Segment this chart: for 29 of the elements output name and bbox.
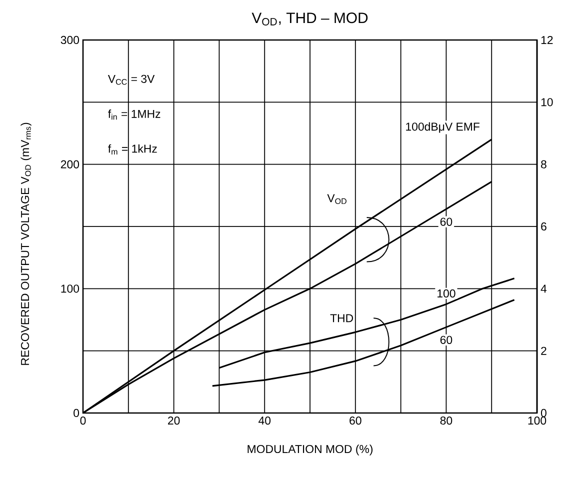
y2-tick-label: 0 — [540, 408, 546, 418]
x-tick-label: 60 — [350, 416, 362, 425]
series-label: 60 — [440, 336, 452, 344]
y-tick-label: 100 — [61, 284, 80, 293]
x-tick-label: 0 — [80, 416, 86, 425]
annotation: V$_{CC}$ = 3V — [108, 74, 155, 85]
y-axis-title: RECOVERED OUTPUT VOLTAGE V$_{OD}$ (mV$_{rms}$) — [20, 122, 32, 365]
annotation: f$_{in}$ = 1MHz — [108, 110, 160, 120]
y-tick-label: 200 — [60, 160, 80, 168]
y2-tick-label: 12 — [541, 36, 553, 44]
x-axis-title: MODULATION MOD (%) — [248, 444, 373, 456]
series-label: 60 — [440, 218, 452, 226]
series-label: 100 — [438, 289, 456, 298]
x-tick-label: 20 — [168, 416, 180, 425]
y2-tick-label: 8 — [541, 160, 546, 168]
y2-tick-label: 10 — [541, 98, 553, 106]
annotation: f$_{m}$ = 1kHz — [108, 144, 157, 154]
y2-tick-label: 2 — [541, 346, 546, 355]
x-tick-label: 40 — [258, 416, 271, 425]
y2-tick-label: 4 — [540, 284, 547, 293]
annotation: THD — [330, 314, 354, 322]
chart-title: V$_{OD}$, THD – MOD — [252, 12, 368, 26]
y2-tick-label: 6 — [541, 222, 546, 231]
series-label: 100dBμV EMF — [406, 122, 480, 133]
y-tick-label: 0 — [74, 408, 80, 418]
annotation: V$_{OD}$ — [327, 194, 346, 204]
x-tick-label: 80 — [440, 416, 452, 425]
y-tick-label: 300 — [60, 36, 80, 44]
x-tick-label: 100 — [528, 416, 546, 425]
